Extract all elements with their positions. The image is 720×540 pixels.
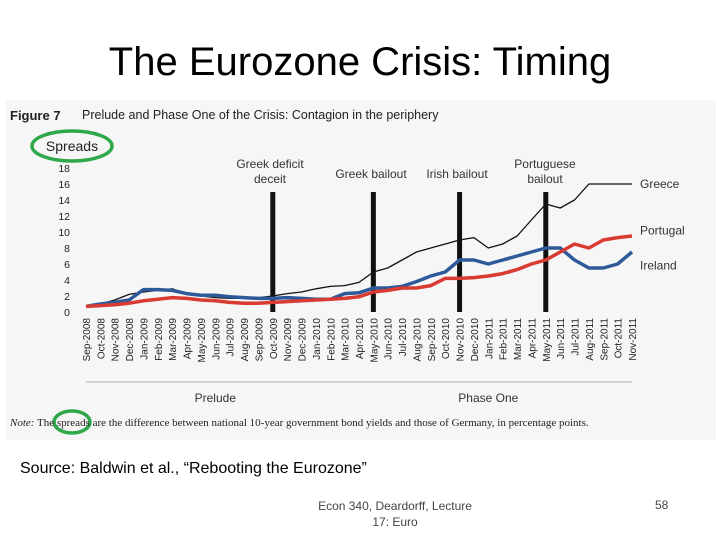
note-spreads-highlight-ellipse [52, 409, 92, 435]
chart: Spreads 0 2 4 6 8 10 12 14 16 18 Greek deficitdecei… [30, 129, 685, 435]
x-tick-label: Mar-2009 [168, 318, 179, 361]
x-tick-label: Jan-2009 [139, 318, 150, 360]
y-tick-label: 4 [64, 275, 70, 287]
x-tick-label: Jan-2010 [312, 318, 323, 360]
x-tick-label: May-2010 [369, 318, 380, 363]
y-tick-label: 10 [58, 227, 70, 239]
x-tick-label: Nov-2009 [283, 318, 294, 362]
x-tick-label: May-2011 [542, 318, 553, 362]
event-label: Portuguese [514, 157, 576, 171]
x-tick-label: Oct-2008 [96, 318, 107, 360]
x-tick-label: Oct-2009 [269, 318, 280, 360]
note-text: The spreads are the difference between n… [34, 417, 589, 429]
x-tick-label: Mar-2010 [341, 318, 352, 361]
series-label-ireland: Ireland [640, 259, 677, 273]
x-tick-label: Aug-2011 [585, 318, 596, 361]
x-tick-label: Feb-2011 [499, 318, 510, 361]
x-tick-label: Jan-2011 [484, 318, 495, 359]
x-tick-label: May-2009 [197, 318, 208, 363]
y-tick-label: 14 [58, 195, 70, 207]
figure-background [6, 100, 716, 440]
source-citation: Source: Baldwin et al., “Rebooting the E… [20, 460, 367, 477]
x-tick-label: Sep-2009 [254, 318, 265, 362]
figure-note: Note: The spreads are the difference bet… [10, 417, 589, 429]
x-tick-label: Sep-2011 [599, 318, 610, 361]
x-tick-label: Jul-2009 [226, 318, 237, 357]
x-tick-label: Oct-2011 [614, 318, 625, 359]
event-label: Greek bailout [335, 167, 407, 181]
x-tick-label: Sep-2008 [82, 318, 93, 362]
y-tick-label: 0 [64, 307, 70, 319]
x-tick-label: Feb-2009 [154, 318, 165, 361]
series-label-portugal: Portugal [640, 223, 685, 237]
y-tick-label: 12 [58, 211, 70, 223]
x-tick-label: Jun-2009 [211, 318, 222, 360]
phase-label: Phase One [458, 391, 518, 405]
x-tick-label: Mar-2011 [513, 318, 524, 360]
x-tick-label: Dec-2010 [470, 318, 481, 362]
x-tick-label: Jul-2010 [398, 318, 409, 357]
x-tick-label: Nov-2010 [456, 318, 467, 362]
x-tick-label: Aug-2009 [240, 318, 251, 362]
phase-label: Prelude [195, 391, 237, 405]
event-label: bailout [527, 172, 563, 186]
x-tick-label: Apr-2009 [183, 318, 194, 360]
x-tick-label: Feb-2010 [326, 318, 337, 361]
figure-label: Figure 7 [10, 108, 61, 123]
y-tick-label: 8 [64, 243, 70, 255]
y-tick-label: 6 [64, 259, 70, 271]
event-label: deceit [254, 172, 287, 186]
x-tick-label: Dec-2008 [125, 318, 136, 362]
y-tick-label: 16 [58, 179, 70, 191]
x-tick-label: Sep-2010 [427, 318, 438, 362]
x-tick-label: Apr-2010 [355, 318, 366, 360]
y-tick-label: 2 [64, 291, 70, 303]
x-tick-label: Nov-2011 [628, 318, 639, 361]
note-label: Note: [10, 417, 35, 429]
series-line-ireland [85, 246, 634, 309]
x-tick-label: Aug-2010 [412, 318, 423, 362]
x-tick-label: Apr-2011 [527, 318, 538, 359]
footer-text: Econ 340, Deardorff, Lecture 17: Euro [318, 499, 472, 529]
x-tick-label: Jun-2011 [556, 318, 567, 359]
slide-title: The Eurozone Crisis: Timing [108, 40, 612, 84]
spreads-highlight-ellipse [30, 129, 114, 163]
y-tick-label: 18 [58, 163, 70, 175]
event-label: Greek deficit [236, 157, 304, 171]
x-tick-label: Nov-2008 [111, 318, 122, 362]
y-axis-label: Spreads [46, 138, 98, 154]
series-line-portugal [85, 234, 633, 309]
event-label: Irish bailout [426, 167, 488, 181]
figure-caption: Prelude and Phase One of the Crisis: Con… [82, 108, 439, 122]
x-tick-label: Jun-2010 [384, 318, 395, 360]
x-tick-label: Dec-2009 [298, 318, 309, 362]
x-tick-label: Oct-2010 [441, 318, 452, 360]
series-label-greece: Greece [640, 177, 680, 191]
series-line-greece [85, 183, 632, 308]
slide-number: 58 [655, 498, 669, 512]
x-tick-label: Jul-2011 [571, 318, 582, 356]
